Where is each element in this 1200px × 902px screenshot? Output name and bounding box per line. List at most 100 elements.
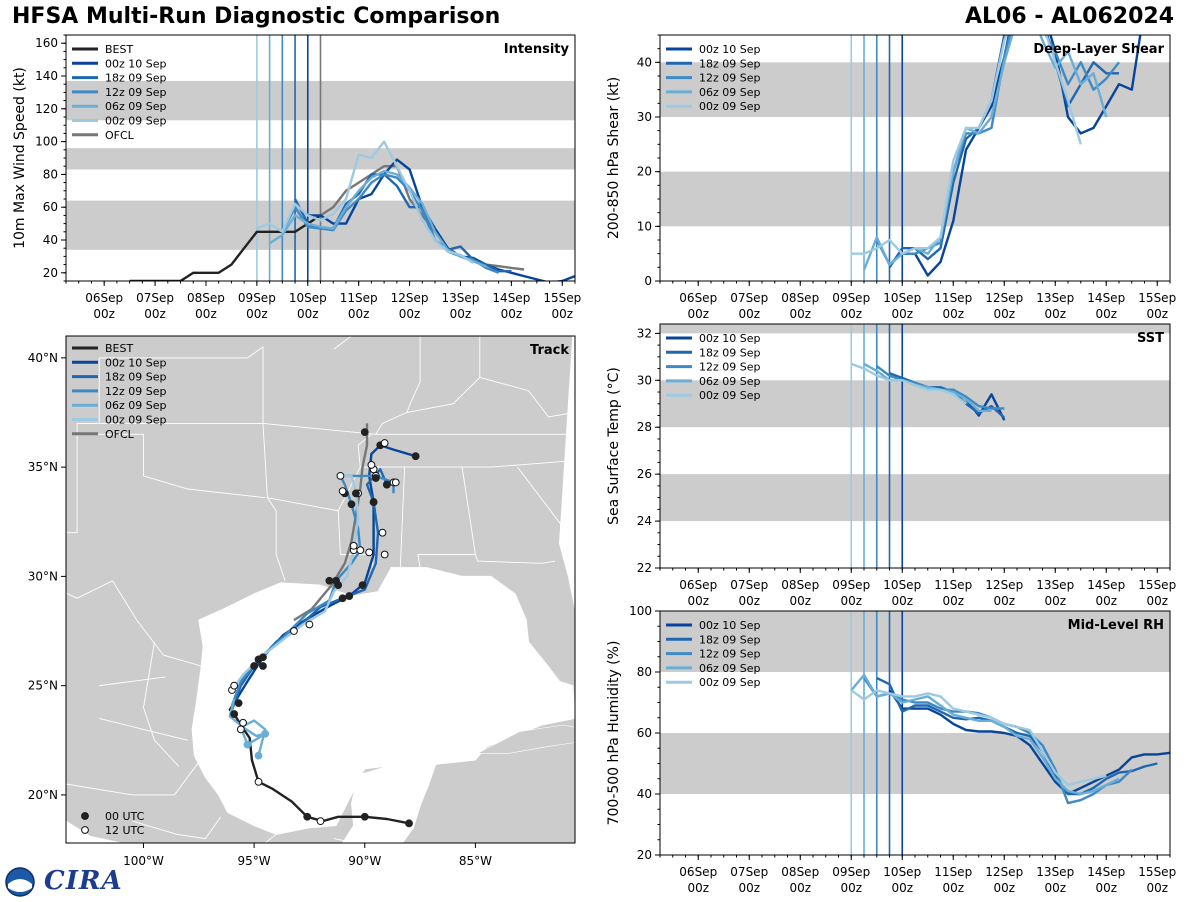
state-border bbox=[333, 336, 352, 350]
legend-entry: 18z 09 Sep bbox=[699, 633, 761, 646]
y-axis-label: 10m Max Wind Speed (kt) bbox=[12, 67, 28, 249]
shaded-band bbox=[660, 324, 1170, 334]
x-tick-label: 15Sep bbox=[1138, 865, 1176, 879]
y-axis-label: 200-850 hPa Shear (kt) bbox=[606, 77, 622, 239]
y-tick-label: 100 bbox=[629, 604, 652, 618]
lat-tick-label: 35°N bbox=[28, 460, 58, 474]
x-tick-sublabel: 00z bbox=[450, 307, 472, 321]
series-line-06z-09-sep bbox=[863, 362, 992, 412]
panel-label: SST bbox=[1137, 331, 1164, 346]
state-border bbox=[77, 422, 575, 435]
legend-entry: 18z 09 Sep bbox=[699, 346, 761, 359]
track-point-12utc bbox=[367, 461, 376, 469]
x-tick-sublabel: 00z bbox=[1044, 594, 1066, 608]
x-tick-label: 13Sep bbox=[442, 291, 480, 305]
legend-entry: 00z 10 Sep bbox=[105, 57, 167, 70]
state-border bbox=[66, 580, 202, 667]
legend-entry: BEST bbox=[105, 43, 133, 56]
track-point-00utc bbox=[358, 581, 367, 590]
x-tick-sublabel: 00z bbox=[1044, 307, 1066, 321]
x-tick-sublabel: 00z bbox=[738, 881, 760, 895]
state-border bbox=[264, 833, 277, 843]
x-tick-label: 12Sep bbox=[985, 865, 1023, 879]
y-tick-label: 26 bbox=[637, 467, 652, 481]
x-tick-label: 07Sep bbox=[730, 291, 768, 305]
y-tick-label: 0 bbox=[644, 274, 652, 288]
x-tick-label: 10Sep bbox=[883, 578, 921, 592]
y-tick-label: 20 bbox=[637, 165, 652, 179]
legend-entry: 06z 09 Sep bbox=[105, 100, 167, 113]
state-border bbox=[77, 433, 266, 499]
panel-label: Intensity bbox=[504, 42, 570, 57]
x-tick-sublabel: 00z bbox=[738, 307, 760, 321]
x-tick-sublabel: 00z bbox=[789, 881, 811, 895]
x-tick-sublabel: 00z bbox=[399, 307, 421, 321]
x-tick-label: 07Sep bbox=[730, 578, 768, 592]
x-tick-label: 10Sep bbox=[883, 291, 921, 305]
x-tick-sublabel: 00z bbox=[993, 594, 1015, 608]
y-tick-label: 160 bbox=[35, 36, 58, 50]
y-tick-label: 32 bbox=[637, 326, 652, 340]
plot-area bbox=[660, 35, 1170, 281]
legend-entry: 00z 10 Sep bbox=[699, 332, 761, 345]
track-point-12utc bbox=[290, 627, 298, 635]
marker-legend-entry: 00 UTC bbox=[105, 810, 145, 823]
state-border bbox=[66, 761, 200, 796]
track-point-12utc bbox=[391, 478, 400, 487]
x-tick-sublabel: 00z bbox=[942, 307, 964, 321]
marker-legend-entry: 12 UTC bbox=[105, 824, 145, 837]
x-tick-label: 13Sep bbox=[1036, 578, 1074, 592]
track-point-00utc bbox=[347, 500, 356, 509]
state-border bbox=[99, 676, 166, 687]
x-tick-sublabel: 00z bbox=[891, 594, 913, 608]
x-tick-sublabel: 00z bbox=[942, 881, 964, 895]
y-tick-label: 140 bbox=[35, 69, 58, 83]
series-line-00z-10-sep bbox=[902, 35, 1142, 277]
legend-entry: OFCL bbox=[105, 428, 135, 441]
x-tick-label: 12Sep bbox=[391, 291, 429, 305]
state-border bbox=[132, 816, 222, 840]
y-tick-label: 20 bbox=[43, 266, 58, 280]
x-tick-sublabel: 00z bbox=[687, 881, 709, 895]
lat-tick-label: 25°N bbox=[28, 679, 58, 693]
x-tick-sublabel: 00z bbox=[993, 881, 1015, 895]
x-tick-sublabel: 00z bbox=[993, 307, 1015, 321]
lon-tick-label: 100°W bbox=[123, 854, 164, 868]
series-line-00z-10-sep bbox=[888, 689, 1170, 796]
state-border bbox=[337, 433, 372, 512]
series-line-00z-10-sep bbox=[307, 158, 575, 281]
x-tick-sublabel: 00z bbox=[1044, 881, 1066, 895]
lat-tick-label: 40°N bbox=[28, 351, 58, 365]
plot-area bbox=[660, 324, 1170, 568]
legend-entry: 18z 09 Sep bbox=[699, 57, 761, 70]
x-tick-sublabel: 00z bbox=[1095, 307, 1117, 321]
lon-tick-label: 85°W bbox=[459, 854, 492, 868]
state-border bbox=[262, 423, 286, 581]
y-tick-label: 80 bbox=[43, 167, 58, 181]
x-tick-label: 14Sep bbox=[1087, 291, 1125, 305]
shaded-band bbox=[660, 171, 1170, 227]
x-tick-label: 06Sep bbox=[679, 578, 717, 592]
x-tick-sublabel: 00z bbox=[246, 307, 268, 321]
x-tick-sublabel: 00z bbox=[789, 594, 811, 608]
state-border bbox=[375, 376, 575, 435]
cira-logo: CIRA bbox=[4, 866, 122, 898]
series-line-00z-09-sep bbox=[850, 689, 1107, 787]
x-tick-sublabel: 00z bbox=[789, 307, 811, 321]
track-point-00utc bbox=[303, 812, 312, 821]
track-point-00utc bbox=[254, 655, 263, 664]
x-tick-sublabel: 00z bbox=[297, 307, 319, 321]
x-tick-sublabel: 00z bbox=[840, 881, 862, 895]
legend-entry: 06z 09 Sep bbox=[699, 375, 761, 388]
shaded-band bbox=[660, 474, 1170, 522]
shaded-band bbox=[660, 380, 1170, 428]
x-tick-label: 11Sep bbox=[934, 291, 972, 305]
x-tick-sublabel: 00z bbox=[891, 307, 913, 321]
shaded-band bbox=[660, 611, 1170, 672]
state-border bbox=[99, 717, 188, 741]
track-point-12utc bbox=[380, 550, 389, 559]
x-tick-label: 14Sep bbox=[492, 291, 530, 305]
legend-entry: 18z 09 Sep bbox=[105, 371, 167, 384]
y-tick-label: 40 bbox=[43, 233, 58, 247]
